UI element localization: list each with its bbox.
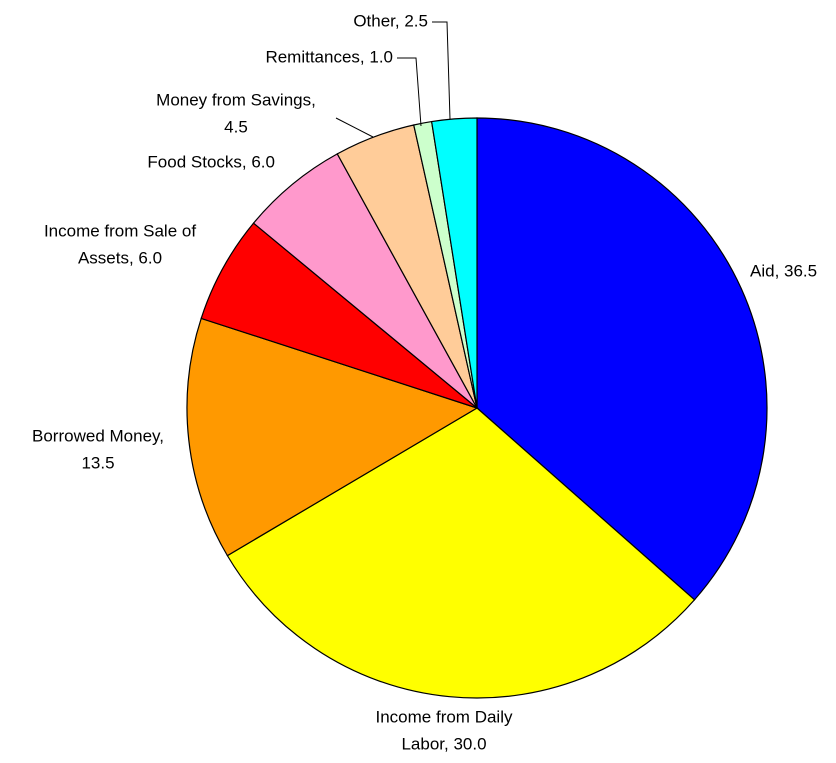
data-label: Food Stocks, 6.0 (147, 152, 275, 171)
data-label: Assets, 6.0 (78, 248, 162, 267)
pie-slice (186, 317, 479, 557)
data-label: Money from Savings, (156, 90, 316, 109)
data-label: Borrowed Money, (32, 426, 164, 445)
data-label: Income from Daily (376, 707, 513, 726)
data-label: 13.5 (81, 453, 114, 472)
leader-line (432, 21, 451, 120)
data-label: Labor, 30.0 (401, 734, 486, 753)
pie-slice (226, 407, 696, 699)
leader-line (397, 57, 422, 127)
data-label: Aid, 36.5 (750, 261, 817, 280)
data-label: Income from Sale of (44, 221, 196, 240)
pie-slice (430, 117, 478, 409)
data-label: Other, 2.5 (353, 11, 428, 30)
data-label: 4.5 (224, 117, 248, 136)
leader-line (335, 117, 374, 138)
pie-slice (476, 117, 768, 601)
data-label: Remittances, 1.0 (265, 47, 393, 66)
